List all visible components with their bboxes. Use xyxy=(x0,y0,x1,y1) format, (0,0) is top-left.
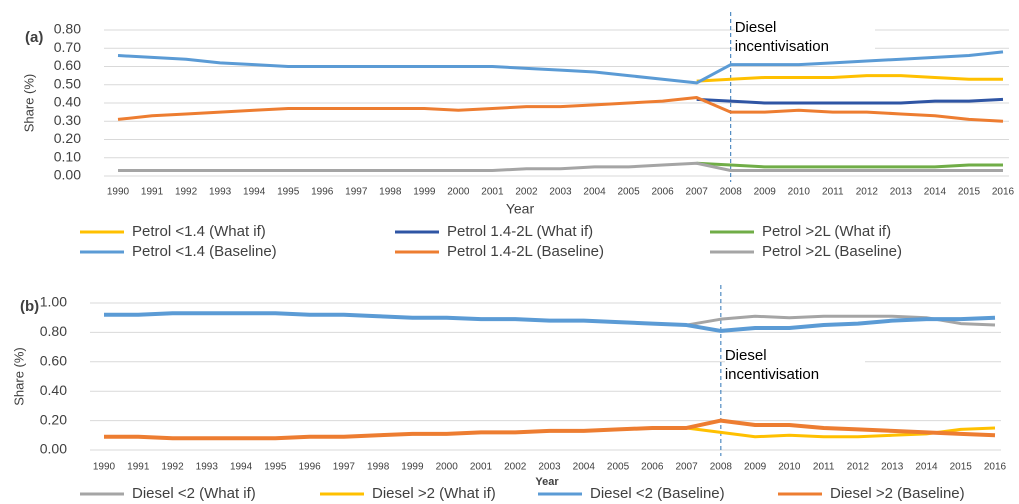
x-tick-label: 1999 xyxy=(413,187,436,198)
legend-label: Petrol <1.4 (What if) xyxy=(132,223,266,240)
x-tick-label: 2009 xyxy=(744,462,767,473)
x-tick-label: 2010 xyxy=(778,462,801,473)
y-tick-label: 0.30 xyxy=(54,112,81,128)
series-line xyxy=(117,50,1004,85)
x-tick-label: 2014 xyxy=(915,462,938,473)
x-tick-label: 2007 xyxy=(675,462,698,473)
x-tick-label: 2009 xyxy=(754,187,777,198)
x-tick-label: 1996 xyxy=(311,187,334,198)
annotation: Diesel incentivisation xyxy=(734,18,875,56)
series-line xyxy=(104,418,996,441)
x-tick-label: 2015 xyxy=(958,187,981,198)
x-tick-label: 1994 xyxy=(230,462,253,473)
x-tick-label: 1995 xyxy=(277,187,300,198)
legend-label: Diesel <2 (What if) xyxy=(132,485,256,502)
x-tick-label: 2012 xyxy=(847,462,870,473)
x-tick-label: 2011 xyxy=(822,187,844,198)
x-axis-label: Year xyxy=(506,201,535,217)
y-tick-label: 0.20 xyxy=(40,411,67,427)
series-line xyxy=(118,161,1003,173)
x-tick-label: 2014 xyxy=(924,187,947,198)
x-tick-label: 1998 xyxy=(379,187,402,198)
x-tick-label: 2012 xyxy=(856,187,879,198)
y-tick-label: 0.60 xyxy=(40,353,67,369)
series-line xyxy=(104,311,996,333)
x-tick-label: 1993 xyxy=(196,462,219,473)
x-tick-label: 2016 xyxy=(984,462,1007,473)
x-tick-label: 2013 xyxy=(881,462,904,473)
legend-label: Petrol 1.4-2L (Baseline) xyxy=(447,243,604,260)
x-tick-label: 2016 xyxy=(992,187,1015,198)
x-tick-label: 1993 xyxy=(209,187,232,198)
y-tick-label: 0.80 xyxy=(54,21,81,37)
legend-label: Petrol >2L (Baseline) xyxy=(762,243,902,260)
x-tick-label: 1999 xyxy=(401,462,424,473)
y-tick-label: 0.00 xyxy=(40,441,67,457)
panel-label: (a) xyxy=(25,29,43,46)
y-tick-label: 0.70 xyxy=(54,39,81,55)
y-tick-label: 1.00 xyxy=(40,294,67,310)
x-tick-label: 2003 xyxy=(549,187,572,198)
x-tick-label: 2011 xyxy=(813,462,835,473)
panel-label: (b) xyxy=(20,298,39,315)
y-tick-label: 0.80 xyxy=(40,323,67,339)
y-axis-label: Share (%) xyxy=(21,74,36,133)
y-tick-label: 0.40 xyxy=(54,94,81,110)
x-tick-label: 2002 xyxy=(504,462,527,473)
x-tick-label: 2004 xyxy=(583,187,606,198)
x-tick-label: 1991 xyxy=(141,187,164,198)
x-tick-label: 2015 xyxy=(950,462,973,473)
x-tick-label: 1997 xyxy=(333,462,356,473)
x-tick-label: 2001 xyxy=(481,187,504,198)
x-tick-label: 2005 xyxy=(607,462,630,473)
x-tick-label: 1998 xyxy=(367,462,390,473)
x-tick-label: 2002 xyxy=(515,187,538,198)
y-axis-label: Share (%) xyxy=(11,347,26,406)
legend-label: Diesel <2 (Baseline) xyxy=(590,485,725,502)
y-tick-label: 0.60 xyxy=(54,57,81,73)
y-tick-label: 0.10 xyxy=(54,148,81,164)
x-tick-label: 2003 xyxy=(538,462,561,473)
legend-label: Petrol 1.4-2L (What if) xyxy=(447,223,593,240)
x-tick-label: 1991 xyxy=(127,462,150,473)
y-tick-label: 0.20 xyxy=(54,130,81,146)
x-tick-label: 1997 xyxy=(345,187,368,198)
y-tick-label: 0.00 xyxy=(54,167,81,183)
x-tick-label: 1995 xyxy=(264,462,287,473)
x-tick-label: 2006 xyxy=(641,462,664,473)
legend-label: Diesel >2 (What if) xyxy=(372,485,496,502)
legend-label: Diesel >2 (Baseline) xyxy=(830,485,965,502)
x-tick-label: 2010 xyxy=(788,187,811,198)
x-tick-label: 1992 xyxy=(175,187,198,198)
x-tick-label: 1990 xyxy=(93,462,116,473)
x-tick-label: 2001 xyxy=(470,462,493,473)
y-tick-label: 0.40 xyxy=(40,382,67,398)
x-tick-label: 1996 xyxy=(298,462,321,473)
x-tick-label: 1990 xyxy=(107,187,130,198)
x-tick-label: 2007 xyxy=(686,187,709,198)
x-tick-label: 2006 xyxy=(651,187,674,198)
x-tick-label: 2000 xyxy=(447,187,470,198)
x-tick-label: 2004 xyxy=(573,462,596,473)
x-tick-label: 2000 xyxy=(436,462,459,473)
legend-label: Petrol >2L (What if) xyxy=(762,223,891,240)
series-line xyxy=(117,96,1004,123)
x-tick-label: 1992 xyxy=(161,462,184,473)
series-line xyxy=(696,161,1003,169)
x-tick-label: 2008 xyxy=(720,187,743,198)
legend-label: Petrol <1.4 (Baseline) xyxy=(132,243,277,260)
x-tick-label: 2005 xyxy=(617,187,640,198)
x-tick-label: 2013 xyxy=(890,187,913,198)
series-line xyxy=(696,97,1004,105)
annotation: Diesel incentivisation xyxy=(724,346,865,384)
series-line xyxy=(696,74,1003,83)
y-tick-label: 0.50 xyxy=(54,75,81,91)
x-tick-label: 2008 xyxy=(710,462,733,473)
x-tick-label: 1994 xyxy=(243,187,266,198)
x-axis-label: Year xyxy=(535,476,559,488)
